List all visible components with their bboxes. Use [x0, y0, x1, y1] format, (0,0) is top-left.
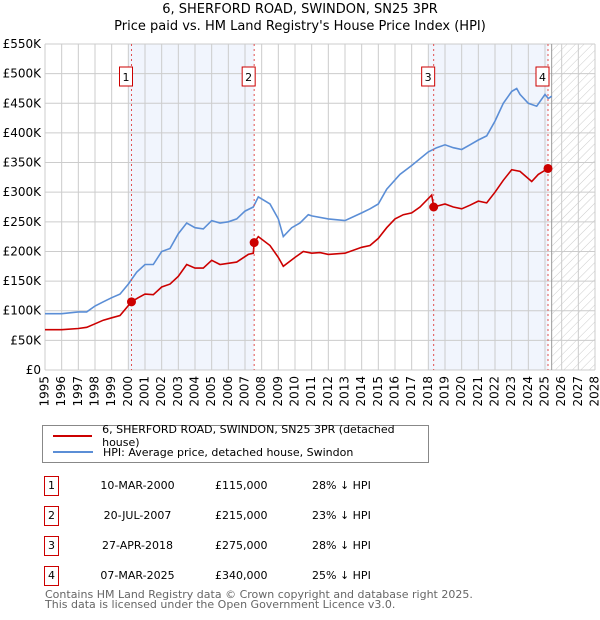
x-tick-label: 2010 [288, 376, 302, 407]
sale-point [249, 238, 259, 248]
x-tick-label: 2019 [438, 376, 452, 407]
sale-point [127, 297, 136, 307]
price-chart: 1995 1996 1997 1998 1999 2000 2001 2002 2003 2004… [3, 37, 600, 407]
x-tick-label: 2001 [138, 376, 152, 407]
sale-label-box [241, 66, 256, 87]
transaction-price: £275,000 [215, 539, 268, 552]
x-tick-label: 1996 [54, 376, 68, 407]
x-tick-label: 2012 [321, 376, 335, 407]
x-tick-label: 2015 [371, 376, 385, 407]
y-tick-label: £550K [3, 37, 43, 51]
y-tick-label: £200K [3, 244, 43, 258]
sale-point [543, 163, 553, 173]
x-tick-label: 2016 [388, 376, 402, 407]
y-tick-label: £400K [3, 126, 43, 140]
y-tick-label: £50K [10, 333, 42, 347]
transaction-date: 20-JUL-2007 [103, 509, 172, 522]
x-tick-label: 2028 [588, 376, 600, 407]
transaction-number: 1 [44, 476, 59, 496]
x-tick-label: 2006 [221, 376, 235, 407]
x-tick-label: 1997 [71, 376, 85, 407]
transaction-hpi-diff: 28% ↓ HPI [312, 539, 371, 552]
red-line-swatch [53, 435, 93, 437]
transaction-row: 2 20-JUL-2007 £215,000 23% ↓ HPI [0, 506, 600, 528]
y-tick-label: £450K [3, 96, 43, 110]
x-tick-label: 2002 [154, 376, 168, 407]
legend-item-hpi: HPI: Average price, detached house, Swin… [53, 444, 353, 460]
sale-label-box [421, 66, 436, 87]
sale-label: 4 [539, 71, 546, 84]
x-tick-label: 2014 [354, 376, 368, 407]
legend: 6, SHERFORD ROAD, SWINDON, SN25 3PR (det… [42, 423, 429, 463]
transaction-hpi-diff: 25% ↓ HPI [312, 569, 371, 582]
transaction-row: 4 07-MAR-2025 £340,000 25% ↓ HPI [0, 566, 600, 588]
transaction-hpi-diff: 23% ↓ HPI [312, 509, 371, 522]
legend-item-property: 6, SHERFORD ROAD, SWINDON, SN25 3PR (det… [53, 423, 428, 449]
x-tick-label: 1999 [104, 376, 118, 407]
x-tick-label: 2009 [271, 376, 285, 407]
chart-title: 6, SHERFORD ROAD, SWINDON, SN25 3PR [162, 2, 438, 17]
legend-label: 6, SHERFORD ROAD, SWINDON, SN25 3PR (det… [102, 423, 395, 449]
legend-label: HPI: Average price, detached house, Swin… [103, 445, 354, 459]
transaction-price: £340,000 [215, 569, 268, 582]
transaction-hpi-diff: 28% ↓ HPI [312, 479, 371, 492]
y-tick-label: £500K [3, 67, 43, 81]
y-tick-label: £0 [26, 363, 41, 377]
y-tick-label: £100K [3, 304, 43, 318]
series-line [45, 167, 549, 331]
y-tick-label: £250K [3, 215, 43, 229]
series-line [45, 87, 553, 315]
y-tick-label: £300K [3, 185, 43, 199]
x-tick-label: 2025 [538, 376, 552, 407]
sale-label: 2 [245, 71, 252, 84]
transaction-row: 3 27-APR-2018 £275,000 28% ↓ HPI [0, 536, 600, 558]
shaded-period [128, 44, 255, 370]
blue-line-swatch [53, 451, 93, 453]
x-tick-label: 2026 [554, 376, 568, 407]
transaction-date: 07-MAR-2025 [100, 569, 175, 582]
x-tick-label: 2018 [421, 376, 435, 407]
sale-label: 3 [425, 71, 432, 84]
transaction-row: 1 10-MAR-2000 £115,000 28% ↓ HPI [0, 476, 600, 498]
sale-point [429, 202, 439, 212]
y-tick-label: £150K [3, 274, 43, 288]
footer-licence: This data is licensed under the Open Gov… [45, 598, 396, 611]
x-tick-label: 2013 [338, 376, 352, 407]
sale-label-box [535, 66, 550, 87]
transaction-price: £115,000 [215, 479, 268, 492]
x-tick-label: 2003 [171, 376, 185, 407]
transaction-price: £215,000 [215, 509, 268, 522]
transaction-number: 4 [44, 566, 59, 586]
x-tick-label: 2005 [204, 376, 218, 407]
sale-label-box [119, 66, 133, 87]
x-tick-label: 2024 [521, 376, 535, 407]
x-tick-label: 2007 [238, 376, 252, 407]
x-tick-label: 2000 [121, 376, 135, 407]
sale-label: 1 [123, 71, 130, 84]
x-tick-label: 2017 [404, 376, 418, 407]
transaction-number: 2 [44, 506, 59, 526]
chart-subtitle: Price paid vs. HM Land Registry's House … [114, 19, 486, 34]
x-tick-label: 2023 [504, 376, 518, 407]
transaction-date: 10-MAR-2000 [100, 479, 175, 492]
x-tick-label: 2022 [488, 376, 502, 407]
x-tick-label: 2021 [471, 376, 485, 407]
x-tick-label: 2008 [254, 376, 268, 407]
y-tick-label: £350K [3, 156, 43, 170]
x-tick-label: 1995 [38, 376, 52, 407]
x-tick-label: 2004 [188, 376, 202, 407]
x-tick-label: 2027 [571, 376, 585, 407]
future-hatch [551, 44, 595, 370]
footer-copyright: Contains HM Land Registry data © Crown c… [45, 588, 473, 601]
transaction-number: 3 [44, 536, 59, 556]
transaction-date: 27-APR-2018 [101, 539, 174, 552]
x-tick-label: 2011 [304, 376, 318, 407]
shaded-period [428, 44, 549, 370]
x-tick-label: 2020 [454, 376, 468, 407]
x-tick-label: 1998 [88, 376, 102, 407]
